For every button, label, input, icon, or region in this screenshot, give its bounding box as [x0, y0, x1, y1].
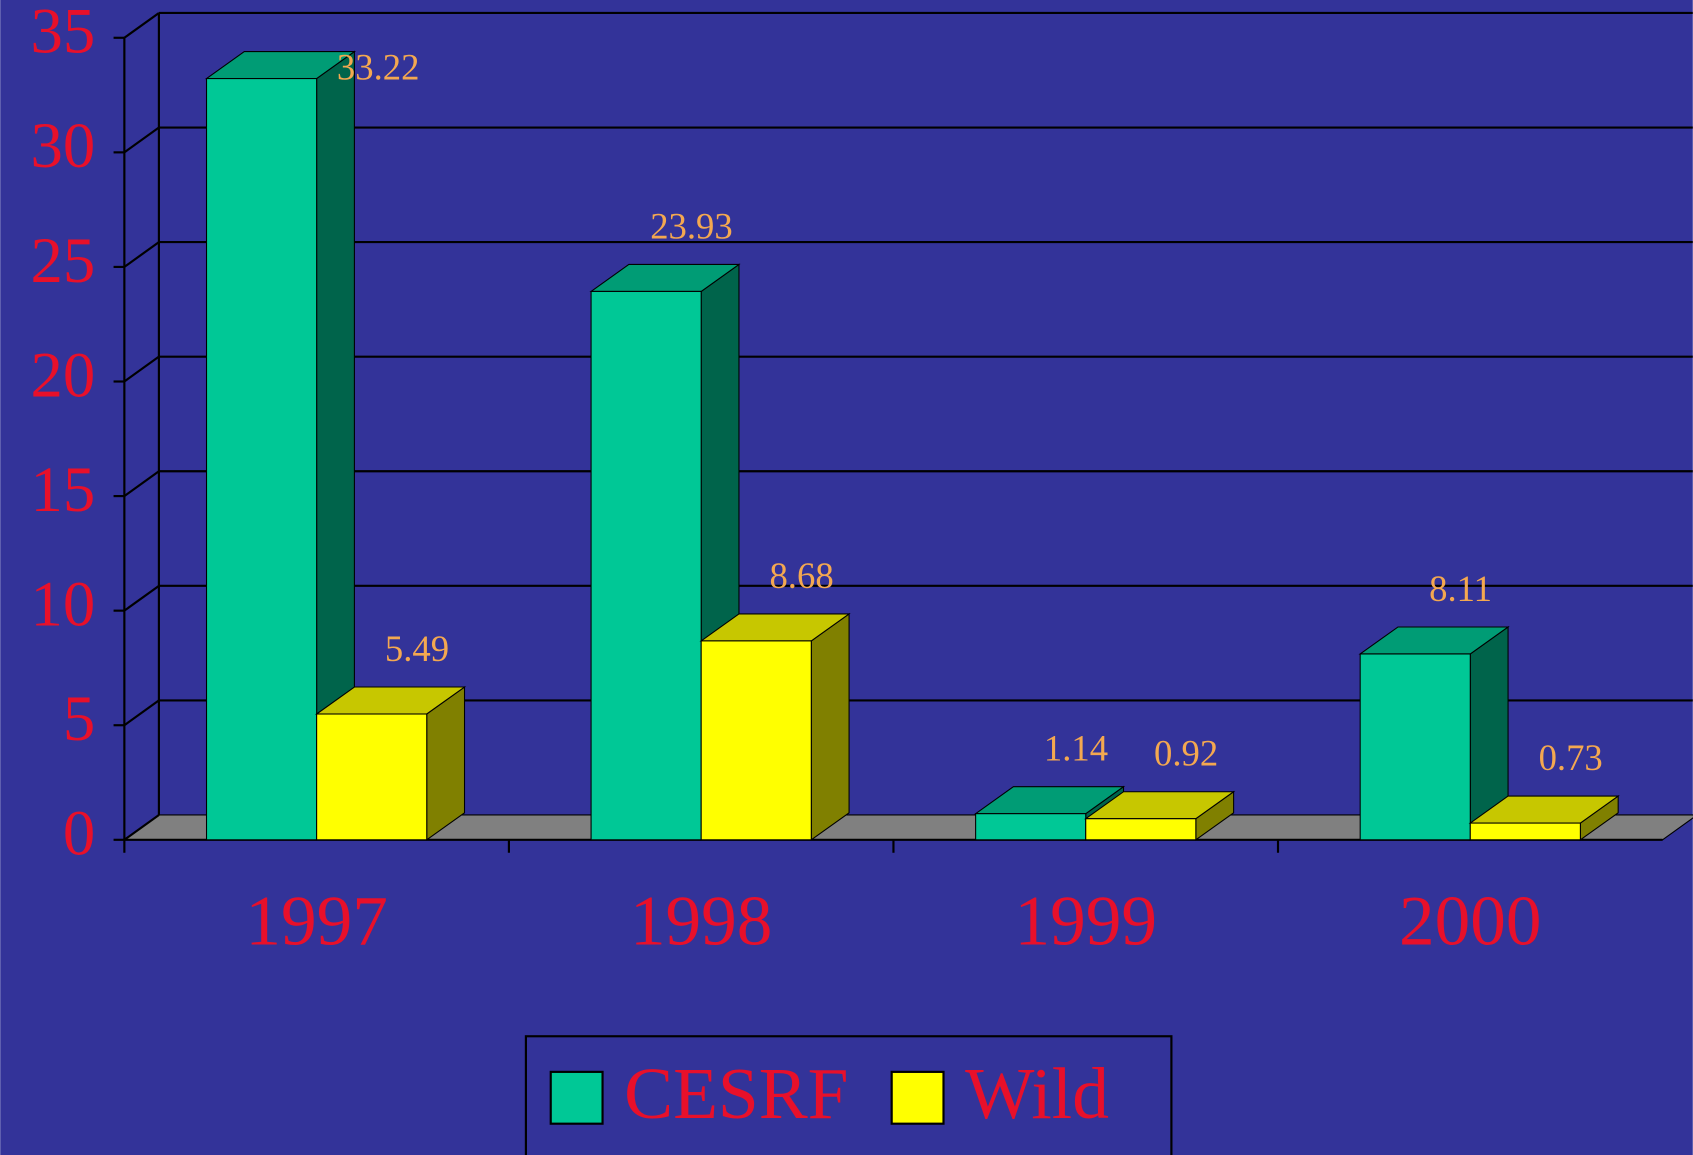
legend-label: CESRF: [624, 1053, 848, 1134]
y-tick-label: 10: [30, 569, 95, 641]
bar: [316, 713, 428, 841]
data-label: 33.22: [337, 46, 420, 87]
bar: [975, 813, 1087, 841]
grid-diagonal: [123, 126, 160, 154]
grid-diagonal: [123, 584, 160, 612]
grid-diagonal: [123, 699, 160, 727]
legend-box: [524, 1035, 1173, 1155]
y-tick-label: 35: [30, 0, 95, 68]
grid-diagonal: [123, 12, 160, 39]
y-tick-label: 15: [30, 454, 95, 526]
x-tick-label: 1999: [1014, 883, 1156, 961]
x-tick-label: 1997: [245, 883, 387, 961]
data-label: 0.92: [1154, 733, 1218, 774]
y-tick-label: 25: [30, 225, 95, 297]
data-label: 8.11: [1429, 568, 1492, 609]
bar: [1359, 653, 1471, 841]
y-tick-label: 0: [63, 798, 95, 870]
data-label: 8.68: [769, 555, 833, 596]
grid-diagonal: [123, 241, 160, 268]
legend-swatch: [549, 1070, 604, 1125]
y-tick-label: 5: [63, 683, 95, 755]
y-tick-label: 30: [30, 110, 95, 182]
bar-side: [810, 612, 850, 841]
data-label: 5.49: [385, 628, 449, 669]
grid-diagonal: [123, 355, 160, 383]
x-tick-label: 2000: [1399, 883, 1541, 961]
data-label: 1.14: [1044, 728, 1108, 769]
grid-diagonal: [123, 470, 160, 497]
bar: [1469, 822, 1581, 841]
bar: [700, 640, 812, 841]
legend-label: Wild: [965, 1053, 1109, 1134]
bar: [1085, 818, 1197, 841]
y-tick-label: 20: [30, 339, 95, 411]
data-label: 0.73: [1539, 737, 1603, 778]
bar: [590, 290, 702, 841]
legend-swatch: [890, 1070, 945, 1125]
data-label: 23.93: [650, 205, 733, 246]
grid-diagonal: [123, 814, 160, 841]
bar: [205, 78, 318, 841]
x-tick-label: 1998: [630, 883, 772, 961]
